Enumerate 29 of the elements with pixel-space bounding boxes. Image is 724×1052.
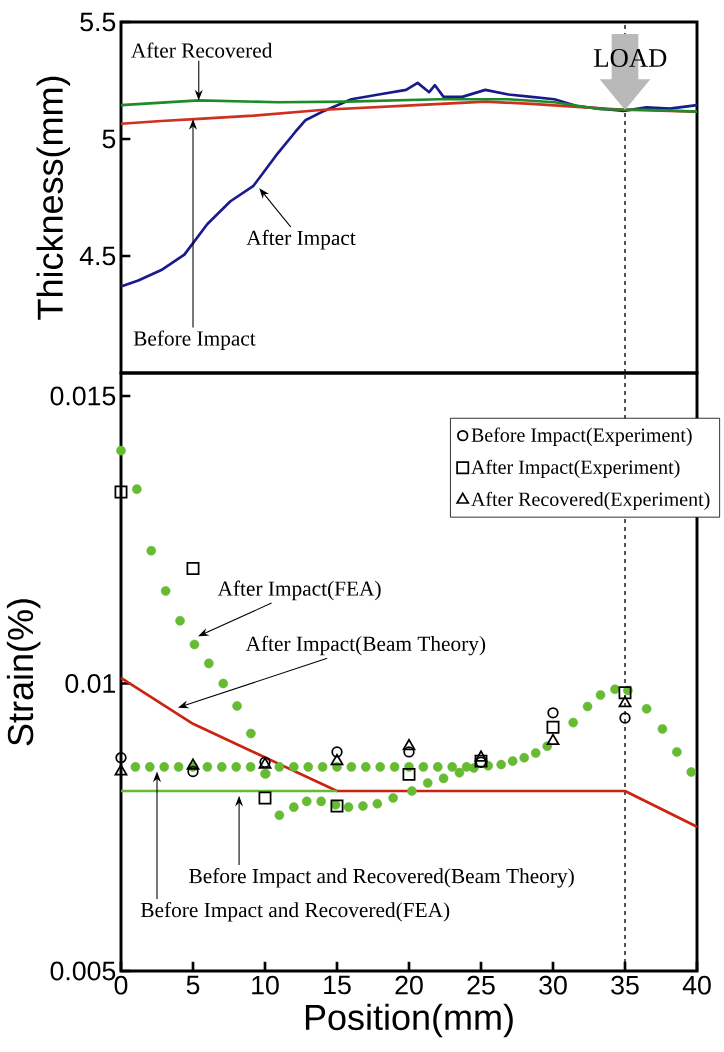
annotation: After Impact(FEA) bbox=[217, 580, 381, 601]
x-tick-label: 25 bbox=[467, 975, 495, 995]
x-tick-label: 20 bbox=[395, 975, 423, 995]
annotation: Before Impact and Recovered(FEA) bbox=[140, 902, 450, 922]
y-tick-label: 0.01 bbox=[65, 674, 115, 693]
x-tick-label: 5 bbox=[186, 975, 200, 995]
annotation: Before Impact bbox=[133, 330, 256, 351]
y-tick-label: 0.005 bbox=[50, 961, 116, 981]
y-axis-title: Thickness(mm) bbox=[36, 76, 71, 320]
x-tick-label: 35 bbox=[611, 975, 639, 995]
legend-label: Before Impact(Experiment) bbox=[471, 427, 692, 446]
y-tick-label: 5 bbox=[102, 129, 116, 149]
y-tick-label: 5.5 bbox=[80, 12, 116, 32]
annotation: After Impact(Beam Theory) bbox=[245, 635, 486, 656]
ref-line-label: LOAD bbox=[594, 49, 667, 67]
y-tick-label: 0.015 bbox=[50, 386, 116, 406]
annotation: Before Impact and Recovered(Beam Theory) bbox=[189, 868, 574, 888]
x-tick-label: 15 bbox=[324, 975, 351, 995]
y-axis-title: Strain(%) bbox=[6, 599, 41, 746]
x-tick-label: 10 bbox=[252, 975, 279, 995]
annotation: After Recovered bbox=[131, 42, 273, 58]
x-tick-label: 40 bbox=[682, 975, 711, 995]
annotation: After Impact bbox=[246, 229, 356, 250]
x-axis-title: Position(mm) bbox=[305, 1003, 513, 1038]
y-tick-label: 4.5 bbox=[79, 246, 116, 266]
x-tick-label: 30 bbox=[539, 975, 567, 995]
x-tick-label: 0 bbox=[114, 975, 128, 995]
legend-label: After Recovered(Experiment) bbox=[471, 491, 710, 511]
legend-label: After Impact(Experiment) bbox=[471, 459, 680, 479]
